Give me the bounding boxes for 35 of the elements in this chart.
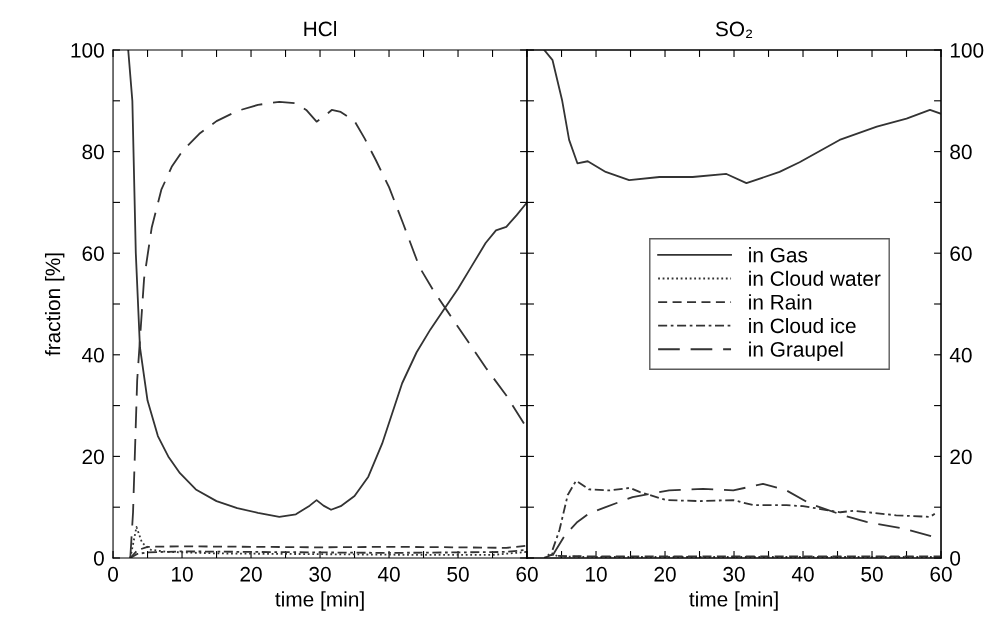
- y-tick-label: 60: [82, 246, 104, 261]
- legend-label: in Cloud water: [749, 270, 881, 286]
- y-axis-title: fraction [%]: [44, 253, 65, 356]
- y-tick-label: 20: [82, 449, 104, 465]
- x-tick-label: 60: [516, 566, 538, 582]
- x-tick-label: 60: [930, 566, 952, 582]
- chart-title: SO₂: [715, 21, 753, 38]
- x-tick-label: 50: [447, 566, 469, 582]
- y-tick-label: 0: [93, 550, 104, 566]
- y2-tick-label: 20: [950, 449, 972, 465]
- x-tick-label: 20: [240, 566, 262, 582]
- x-tick-label: 10: [172, 566, 193, 582]
- y2-tick-label: 40: [949, 347, 972, 363]
- x-tick-label: 10: [586, 566, 607, 582]
- x-tick-label: 40: [791, 566, 814, 582]
- x-tick-label: 50: [861, 566, 883, 582]
- y2-tick-label: 100: [950, 43, 984, 58]
- x-tick-label: 30: [723, 566, 745, 582]
- y2-tick-label: 60: [950, 246, 972, 261]
- x-tick-label: 0: [108, 566, 119, 582]
- y2-tick-label: 80: [950, 144, 972, 160]
- x-tick-label: 20: [654, 566, 676, 582]
- legend-label: in Cloud ice: [749, 317, 856, 334]
- legend-label: in Gas: [749, 247, 808, 263]
- x-tick-label: 40: [377, 566, 400, 582]
- y-tick-label: 80: [82, 144, 104, 160]
- legend-label: in Graupel: [749, 341, 843, 361]
- x-axis-title: time [min]: [689, 591, 778, 611]
- y-tick-label: 40: [82, 347, 104, 363]
- x-axis-title: time [min]: [275, 591, 364, 611]
- y-tick-label: 100: [71, 43, 104, 58]
- x-tick-label: 30: [309, 566, 331, 582]
- chart-title: HCl: [304, 21, 336, 37]
- legend-label: in Rain: [749, 294, 812, 310]
- y2-tick-label: 0: [950, 550, 961, 566]
